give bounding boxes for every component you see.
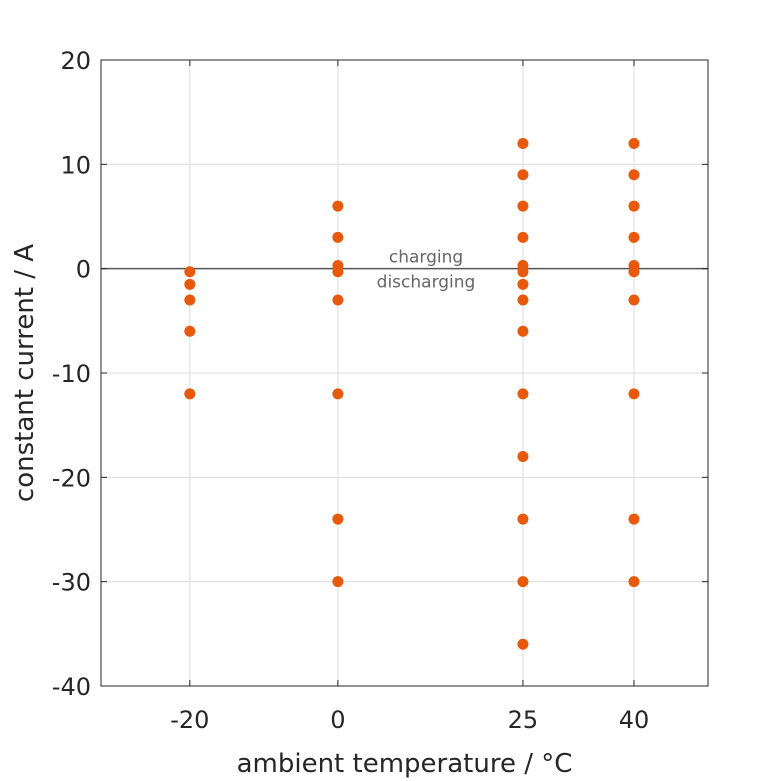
data-point (628, 231, 640, 243)
data-point (332, 200, 344, 212)
data-point (517, 450, 529, 462)
data-point (332, 576, 344, 588)
x-tick-label: 40 (619, 706, 650, 734)
annotation-discharging: discharging (377, 273, 476, 293)
y-tick-label: 0 (76, 256, 91, 284)
x-axis-title: ambient temperature / °C (237, 749, 573, 779)
data-point (628, 266, 640, 278)
data-point (332, 388, 344, 400)
data-point (628, 200, 640, 212)
data-point (517, 169, 529, 181)
axis-ticks (101, 59, 708, 687)
y-tick-label: 10 (60, 151, 91, 179)
data-point (628, 513, 640, 525)
grid-lines (101, 59, 708, 687)
data-point (517, 294, 529, 306)
data-point (517, 513, 529, 525)
data-point (184, 325, 196, 337)
data-point (517, 576, 529, 588)
data-point (517, 266, 529, 278)
data-point (517, 388, 529, 400)
y-tick-label: -20 (52, 464, 91, 492)
data-point (184, 388, 196, 400)
data-point (517, 200, 529, 212)
x-tick-label: 0 (330, 706, 345, 734)
data-point (517, 638, 529, 650)
data-point (184, 278, 196, 290)
data-point (184, 266, 196, 278)
data-point (184, 294, 196, 306)
x-tick-label: -20 (170, 706, 209, 734)
data-point (517, 231, 529, 243)
y-tick-label: -40 (52, 673, 91, 701)
data-point (332, 513, 344, 525)
data-point (628, 576, 640, 588)
data-points (184, 137, 640, 650)
y-tick-label: -30 (52, 569, 91, 597)
data-point (628, 137, 640, 149)
data-point (517, 137, 529, 149)
y-tick-labels: 20 10 0 -10 -20 -30 -40 (52, 47, 91, 701)
x-tick-labels: -20 0 25 40 (170, 706, 649, 734)
x-tick-label: 25 (508, 706, 539, 734)
data-point (517, 278, 529, 290)
data-point (517, 325, 529, 337)
data-point (628, 294, 640, 306)
y-axis-title: constant current / A (10, 244, 40, 502)
annotation-charging: charging (389, 248, 463, 268)
data-point (332, 266, 344, 278)
data-point (628, 388, 640, 400)
y-tick-label: -10 (52, 360, 91, 388)
data-point (332, 231, 344, 243)
data-point (332, 294, 344, 306)
data-point (628, 169, 640, 181)
y-tick-label: 20 (60, 47, 91, 75)
